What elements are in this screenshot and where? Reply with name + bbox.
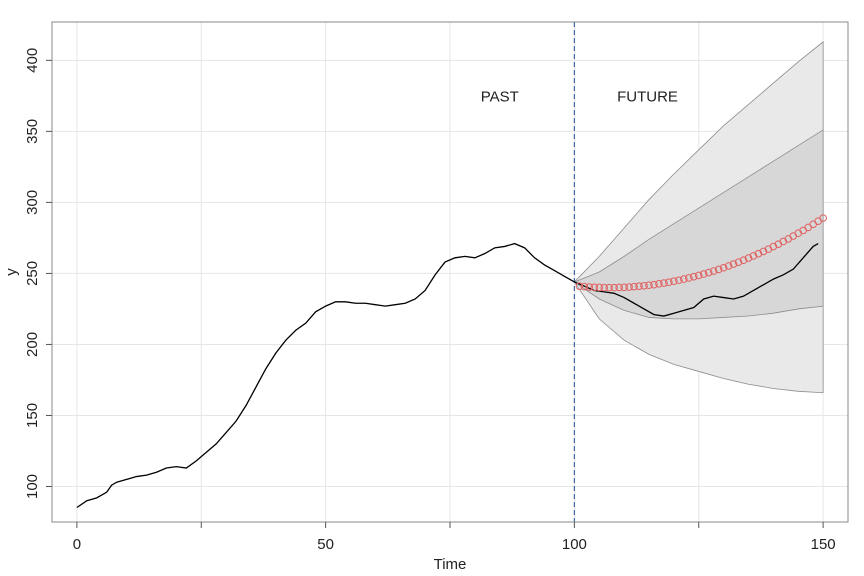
y-tick-label: 400 (24, 48, 41, 73)
forecast-point (615, 283, 623, 292)
forecast-point (769, 242, 778, 251)
forecast-point (734, 258, 743, 266)
forecast-point (699, 270, 708, 278)
forecast-point (625, 283, 633, 291)
forecast-point (670, 277, 678, 286)
forecast-point (819, 214, 827, 222)
annotation: FUTURE (617, 88, 678, 105)
prediction-band (573, 129, 824, 320)
y-tick-label: 200 (24, 332, 41, 357)
forecast-point (640, 281, 648, 290)
forecast-point (660, 279, 668, 287)
forecast-point (704, 268, 713, 277)
forecast-point (630, 282, 638, 291)
forecast-point (655, 279, 663, 288)
forecast-point (749, 252, 758, 260)
forecast-point (650, 280, 658, 289)
y-tick-label: 350 (24, 119, 41, 144)
y-tick-label: 250 (24, 261, 41, 286)
annotation: PAST (481, 88, 519, 105)
forecast-point (709, 267, 718, 275)
forecast-point (680, 275, 688, 283)
forecast-point (605, 283, 614, 292)
forecast-point (600, 283, 609, 292)
forecast-point (620, 283, 628, 292)
forecast-point (714, 265, 723, 274)
x-tick-label: 100 (562, 536, 587, 553)
y-axis-label: y (3, 268, 20, 276)
forecast-point (744, 254, 753, 262)
forecast-point (729, 260, 738, 268)
forecast-point (685, 274, 693, 282)
x-tick-label: 150 (811, 536, 836, 553)
forecast-point (580, 282, 589, 291)
y-tick-label: 300 (24, 190, 41, 215)
forecast-point (754, 249, 763, 258)
forecast-point (689, 272, 698, 281)
forecast-point (645, 281, 653, 290)
forecast-point (719, 263, 728, 272)
y-tick-label: 150 (24, 403, 41, 428)
forecast-point (724, 262, 733, 270)
x-tick-label: 0 (73, 536, 81, 553)
x-axis-label: Time (434, 556, 467, 573)
x-tick-label: 50 (317, 536, 334, 553)
forecast-point (665, 278, 673, 287)
forecast-point (595, 283, 604, 292)
forecast-point (590, 283, 599, 292)
forecast-point (575, 282, 584, 291)
forecast-point (610, 283, 618, 292)
forecast-point (759, 247, 768, 256)
y-tick-label: 100 (24, 474, 41, 499)
observed-line (76, 242, 819, 509)
forecast-point (635, 282, 643, 291)
forecast-point (694, 271, 703, 280)
forecast-point (739, 256, 748, 265)
forecast-point (675, 276, 683, 285)
forecast-point (585, 283, 594, 291)
